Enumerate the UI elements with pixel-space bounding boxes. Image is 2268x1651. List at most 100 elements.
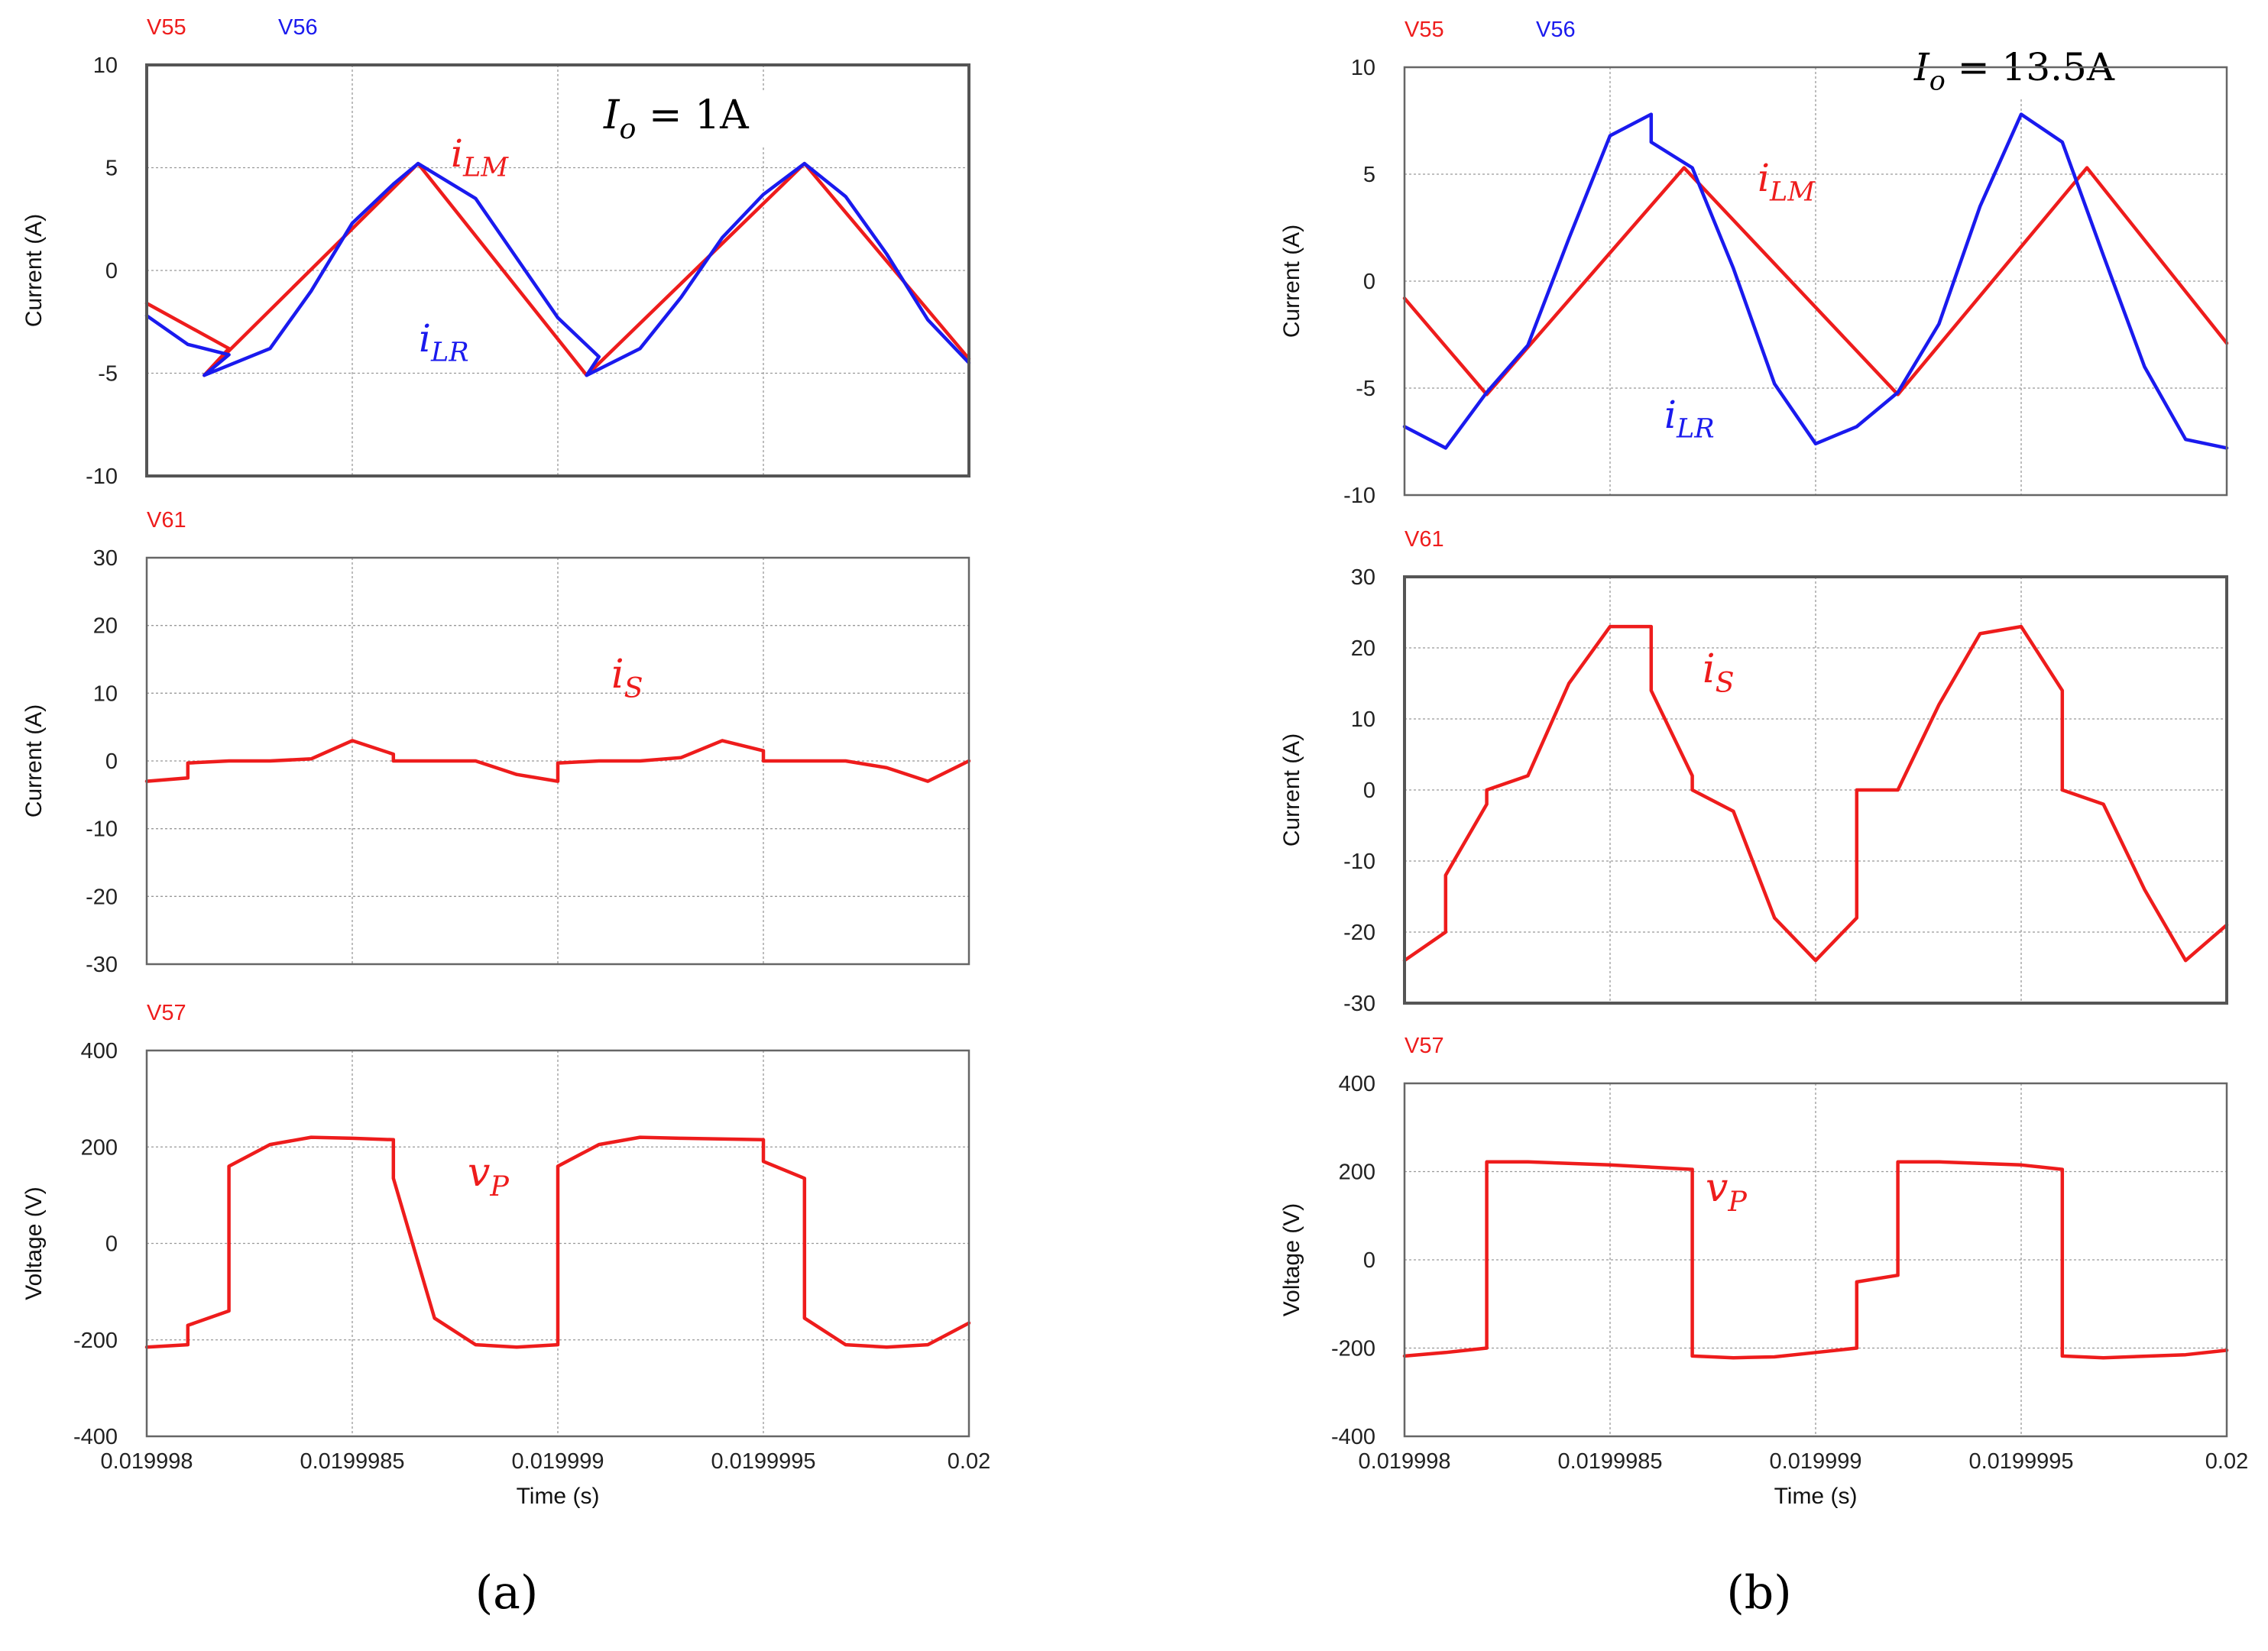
series-line-V61 <box>1402 624 2229 963</box>
annotation-label: iLM <box>451 131 509 183</box>
annotation-main: i <box>419 316 431 361</box>
plot-frame <box>1403 1082 2228 1438</box>
annotation-label: iLM <box>1758 156 1816 208</box>
x-tick-label: 0.019999 <box>1770 1449 1862 1474</box>
y-tick-label: 400 <box>81 1039 118 1063</box>
x-tick-label: 0.0199985 <box>300 1449 404 1474</box>
annotation-sub: S <box>624 672 643 704</box>
y-tick-label: 30 <box>1351 565 1375 590</box>
y-tick-label: -5 <box>1356 377 1375 401</box>
y-tick-label: -10 <box>1343 484 1375 508</box>
y-tick-label: -10 <box>1343 850 1375 874</box>
y-tick-label: -200 <box>1331 1337 1375 1361</box>
y-axis-label: Current (A) <box>21 704 47 817</box>
y-tick-label: 20 <box>1351 636 1375 661</box>
annotation-sub: o <box>620 112 637 145</box>
annotation-sub: LR <box>430 338 469 368</box>
y-tick-label: 5 <box>1363 163 1375 187</box>
plot-frame <box>145 1049 970 1438</box>
y-tick-label: 0 <box>1363 270 1375 294</box>
annotation-sub: o <box>1929 66 1946 97</box>
annotation-main: i <box>1664 393 1677 437</box>
x-tick-label: 0.0199985 <box>1557 1449 1662 1474</box>
annotation-sub: LM <box>462 153 509 183</box>
x-axis-label: Time (s) <box>517 1484 600 1509</box>
legend-entry: V57 <box>147 1001 186 1025</box>
annotation-main: v <box>1706 1165 1728 1211</box>
annotation-label: Io = 1A <box>603 92 750 145</box>
y-tick-label: 10 <box>93 681 118 706</box>
panel-caption: (a) <box>475 1566 539 1620</box>
y-tick-label: 0 <box>105 259 118 283</box>
x-tick-label: 0.019999 <box>512 1449 604 1474</box>
annotation-sub: S <box>1716 666 1735 699</box>
x-tick-label: 0.019998 <box>101 1449 193 1474</box>
series-line-V57 <box>144 1135 971 1349</box>
annotation-label: iLR <box>1664 393 1715 445</box>
annotation-sub: P <box>489 1170 509 1203</box>
subplot-2: 30 20 10 0 -10 -20 -30 Current (A) V61 iS <box>21 508 971 977</box>
subplot-2: 30 20 10 0 -10 -20 -30 Current (A) V61 iS <box>1279 527 2229 1016</box>
annotation-sub: LM <box>1769 177 1816 208</box>
annotation-label: vP <box>468 1150 509 1203</box>
y-tick-label: 200 <box>81 1135 118 1160</box>
y-tick-label: -5 <box>98 362 118 387</box>
y-tick-label: 5 <box>105 157 118 181</box>
annotation-main: i <box>611 652 624 698</box>
plot-frame <box>145 556 970 966</box>
series-line-V56 <box>1402 112 2229 450</box>
annotation-label: iS <box>611 652 643 704</box>
y-tick-label: -30 <box>1343 992 1375 1016</box>
y-axis-label: Current (A) <box>1279 225 1304 338</box>
y-tick-label: -20 <box>86 885 118 909</box>
annotation-label: vP <box>1706 1165 1747 1218</box>
y-axis-label: Voltage (V) <box>21 1186 47 1300</box>
y-tick-label: -400 <box>73 1425 118 1449</box>
y-tick-label: 10 <box>93 53 118 78</box>
annotation-main: i <box>1758 156 1770 200</box>
legend-entry: V55 <box>1405 18 1444 42</box>
legend-entry: V55 <box>147 15 186 40</box>
panel-caption: (b) <box>1726 1566 1791 1620</box>
y-tick-label: -400 <box>1331 1425 1375 1449</box>
x-tick-label: 0.0199995 <box>1968 1449 2073 1474</box>
y-tick-label: -10 <box>86 817 118 842</box>
y-tick-label: -10 <box>86 465 118 489</box>
annotation-background <box>581 90 787 145</box>
y-tick-label: 20 <box>93 614 118 639</box>
x-tick-label: 0.02 <box>2205 1449 2248 1474</box>
y-tick-label: -200 <box>73 1329 118 1353</box>
y-tick-label: 0 <box>1363 1248 1375 1273</box>
legend-entry: V56 <box>278 15 318 40</box>
x-tick-label: 0.0199995 <box>711 1449 815 1474</box>
series-line-V56 <box>144 161 971 377</box>
annotation-main: i <box>451 131 463 176</box>
annotation-background <box>1891 42 2174 97</box>
annotation-label: iS <box>1703 646 1735 699</box>
series-line-V61 <box>144 739 971 783</box>
y-tick-label: -20 <box>1343 921 1375 945</box>
x-tick-label: 0.019998 <box>1359 1449 1451 1474</box>
annotation-main: v <box>468 1150 490 1196</box>
y-tick-label: 10 <box>1351 707 1375 732</box>
annotation-rest: = 1A <box>636 92 750 138</box>
annotation-main: I <box>603 92 620 138</box>
y-tick-label: 0 <box>105 749 118 774</box>
annotation-sub: P <box>1727 1185 1747 1218</box>
plot-frame <box>1403 66 2228 497</box>
subplot-3: 400 200 0 -200 -400 Voltage (V) V57 vP 0.019998 0… <box>21 1001 990 1509</box>
y-tick-label: 400 <box>1339 1072 1375 1096</box>
x-axis-label: Time (s) <box>1774 1484 1858 1509</box>
y-tick-label: 0 <box>1363 779 1375 803</box>
y-axis-label: Voltage (V) <box>1279 1203 1304 1316</box>
y-tick-label: 200 <box>1339 1161 1375 1185</box>
legend-entry: V57 <box>1405 1034 1444 1058</box>
y-tick-label: -30 <box>86 953 118 977</box>
y-tick-label: 0 <box>105 1232 118 1257</box>
annotation-main: i <box>1703 646 1716 692</box>
